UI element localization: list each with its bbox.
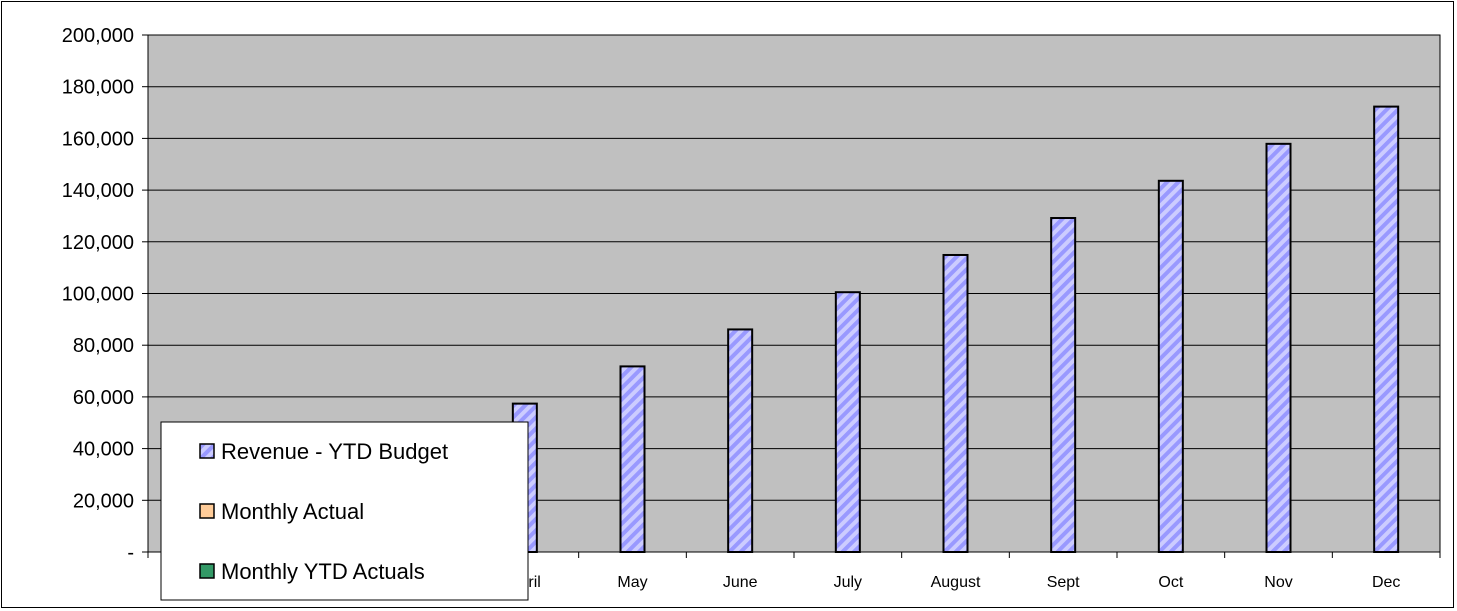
y-tick-label: 100,000 <box>62 284 134 306</box>
y-tick-label: 20,000 <box>73 490 134 512</box>
x-tick-label: June <box>723 574 758 591</box>
x-tick-label: May <box>617 574 647 591</box>
bar-ytd-budget <box>1373 105 1400 554</box>
legend-box <box>160 421 529 601</box>
y-axis: - 20,000 40,000 60,000 80,000 100,000 120,000 1… <box>62 25 148 564</box>
y-tick-label: 180,000 <box>62 77 134 99</box>
bar-ytd-budget <box>834 291 861 553</box>
bar-ytd-budget <box>1265 142 1292 554</box>
x-tick-label: August <box>931 574 981 591</box>
bar-ytd-budget <box>1050 217 1077 553</box>
y-tick-label: 160,000 <box>62 128 134 150</box>
legend-label-monthly-ytd-actuals: Monthly YTD Actuals <box>221 559 425 584</box>
legend-swatch-ytd-budget <box>199 443 215 459</box>
bar-ytd-budget <box>942 253 969 554</box>
legend-item-monthly-actual: Monthly Actual <box>199 499 364 524</box>
y-tick-label: 60,000 <box>73 387 134 409</box>
legend-item-ytd-budget: Revenue - YTD Budget <box>199 439 448 464</box>
y-tick-label: - <box>127 542 134 564</box>
y-tick-label: 200,000 <box>62 25 134 47</box>
y-tick-label: 40,000 <box>73 439 134 461</box>
y-tick-label: 140,000 <box>62 180 134 202</box>
legend-swatch-monthly-ytd-actuals <box>199 563 215 579</box>
legend-label-ytd-budget: Revenue - YTD Budget <box>221 439 448 464</box>
legend: Revenue - YTD Budget Monthly Actual Mont… <box>160 421 529 601</box>
y-tick-label: 120,000 <box>62 232 134 254</box>
x-tick-label: Oct <box>1158 574 1183 591</box>
bar-ytd-budget <box>619 365 646 553</box>
bar-ytd-budget <box>1157 179 1184 553</box>
legend-item-monthly-ytd-actuals: Monthly YTD Actuals <box>199 559 425 584</box>
x-tick-label: July <box>834 574 862 591</box>
x-tick-label: Sept <box>1047 574 1080 591</box>
bar-ytd-budget <box>727 328 754 553</box>
x-tick-label: Dec <box>1372 574 1400 591</box>
y-tick-label: 80,000 <box>73 335 134 357</box>
x-tick-label: Nov <box>1264 574 1292 591</box>
legend-swatch-monthly-actual <box>199 503 215 519</box>
legend-label-monthly-actual: Monthly Actual <box>221 499 364 524</box>
